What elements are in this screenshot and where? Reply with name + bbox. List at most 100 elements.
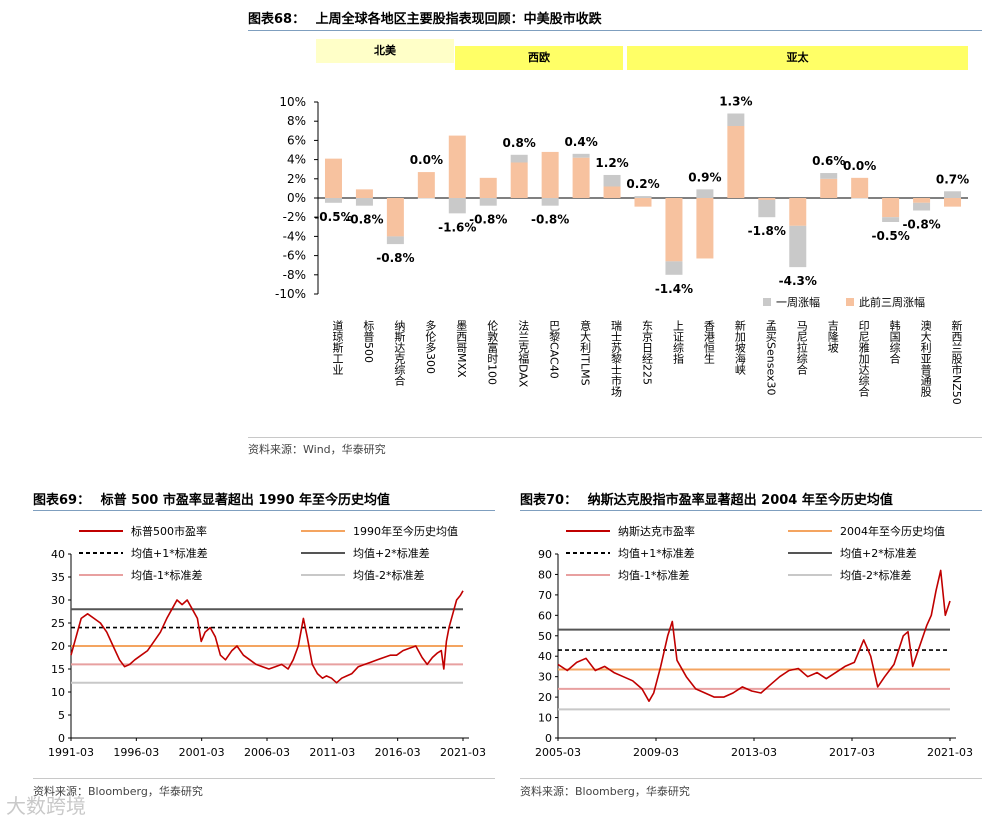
bar-one-week <box>541 198 559 206</box>
data-label: -1.6% <box>438 220 476 234</box>
category-label: 印尼雅加达综合 <box>857 320 870 397</box>
y-tick-label: 30 <box>538 671 552 684</box>
category-label: 孟买Sensex30 <box>764 320 777 396</box>
pe-ratio-line <box>557 569 951 702</box>
bar-prior-three-weeks <box>727 126 745 198</box>
bar-one-week <box>944 191 962 198</box>
fig68-title-text: 上周全球各地区主要股指表现回顾：中美股市收跌 <box>315 12 602 27</box>
data-label: 0.6% <box>812 154 845 168</box>
fig69-title: 图表69： 标普 500 市盈率显著超出 1990 年至今历史均值 <box>33 489 390 508</box>
bar-prior-three-weeks <box>789 198 807 226</box>
bar-prior-three-weeks <box>820 178 838 198</box>
data-label: -0.8% <box>531 213 569 227</box>
y-tick-label: 35 <box>51 571 65 584</box>
legend-label: 标普500市盈率 <box>131 524 207 538</box>
data-label: 0.7% <box>936 172 969 186</box>
category-label: 多伦多300 <box>424 319 437 374</box>
category-label: 伦敦富时100 <box>486 319 499 385</box>
x-tick-label: 2021-03 <box>927 746 973 759</box>
data-label: -0.5% <box>871 229 909 243</box>
y-tick-label: 40 <box>538 650 552 663</box>
data-label: 0.2% <box>626 177 659 191</box>
bar-one-week <box>727 113 745 126</box>
bar-prior-three-weeks <box>603 186 621 198</box>
fig69-title-prefix: 图表69： <box>33 493 91 508</box>
bar-prior-three-weeks <box>355 189 373 198</box>
data-label: 0.8% <box>503 136 536 150</box>
y-tick-label: 10 <box>538 712 552 725</box>
fig70-title-rule <box>520 510 982 511</box>
x-tick-label: 2001-03 <box>179 746 225 759</box>
y-tick-label: 30 <box>51 594 65 607</box>
category-label: 法兰克福DAX <box>517 319 530 388</box>
category-label: 巴黎CAC40 <box>548 320 561 379</box>
x-tick-label: 1996-03 <box>113 746 159 759</box>
fig69-source: 资料来源：Bloomberg，华泰研究 <box>33 785 203 798</box>
bar-one-week <box>820 173 838 179</box>
bar-prior-three-weeks <box>882 198 900 218</box>
fig69-chart: 0 5 10 15 20 25 30 35 40 1991-03 1996-03 2001-03 200… <box>48 524 486 759</box>
fig70-title-prefix: 图表70： <box>520 493 578 508</box>
bar-prior-three-weeks <box>696 198 714 259</box>
fig69-source-rule <box>33 778 495 779</box>
fig70-title-text: 纳斯达克股指市盈率显著超出 2004 年至今历史均值 <box>587 493 893 508</box>
bar-one-week <box>913 202 931 211</box>
category-label: 意大利ITLMS <box>579 319 592 386</box>
y-tick-label: 0 <box>58 732 65 745</box>
legend-label: 均值-2*标准差 <box>840 568 911 582</box>
bar-one-week <box>448 198 466 214</box>
region-asia-pacific: 亚太 <box>627 46 968 70</box>
fig68-title-prefix: 图表68： <box>248 12 306 27</box>
bar-prior-three-weeks <box>758 198 776 200</box>
y-tick-label: 20 <box>51 640 65 653</box>
x-tick-label: 2017-03 <box>829 746 875 759</box>
bar-prior-three-weeks <box>572 157 590 198</box>
bar-one-week <box>789 225 807 268</box>
x-tick-label: 2009-03 <box>633 746 679 759</box>
bar-prior-three-weeks <box>417 172 435 198</box>
category-label: 新西兰股市NZ50 <box>950 319 963 405</box>
legend-label: 均值+2*标准差 <box>353 546 430 560</box>
y-tick-label: 60 <box>538 609 552 622</box>
category-label: 墨西哥MXX <box>455 320 468 378</box>
y-tick-label: 10% <box>279 95 306 109</box>
y-tick-label: 5 <box>58 709 65 722</box>
data-label: 1.2% <box>595 156 628 170</box>
legend-label: 均值+1*标准差 <box>618 546 695 560</box>
x-tick-label: 2005-03 <box>535 746 581 759</box>
y-tick-label: 0 <box>545 732 552 745</box>
x-tick-label: 2006-03 <box>244 746 290 759</box>
bar-one-week <box>634 196 652 198</box>
data-label: -1.4% <box>655 282 693 296</box>
fig70-source-rule <box>520 778 982 779</box>
y-tick-label: 6% <box>287 133 306 147</box>
legend-label-week: 一周涨幅 <box>776 296 820 309</box>
bar-prior-three-weeks <box>665 198 683 262</box>
category-label: 瑞士苏黎士市场 <box>610 319 623 398</box>
bar-one-week <box>417 198 435 199</box>
y-tick-label: 25 <box>51 617 65 630</box>
data-label: -0.8% <box>469 213 507 227</box>
watermark-logo: 大数跨境 <box>6 794 86 818</box>
fig68-chart: -10% -8% -6% -4% -2% 0% 2% 4% 6% 8% 10% -0.5% 道琼斯工业 -… <box>275 95 969 405</box>
bar-one-week <box>510 154 528 163</box>
category-label: 东京日经225 <box>641 320 654 385</box>
legend-label: 均值-2*标准差 <box>353 568 424 582</box>
region-west-europe: 西欧 <box>455 46 623 70</box>
bar-one-week <box>324 198 342 203</box>
y-tick-label: 50 <box>538 630 552 643</box>
bar-prior-three-weeks <box>510 162 528 198</box>
fig70-chart: 0 10 20 30 40 50 60 70 80 90 2005-03 2009-03 2013-03… <box>535 524 973 759</box>
y-tick-label: 2% <box>287 172 306 186</box>
data-label: 0.4% <box>564 135 597 149</box>
legend-label: 均值-1*标准差 <box>131 568 202 582</box>
data-label: 0.0% <box>410 153 443 167</box>
x-tick-label: 2013-03 <box>731 746 777 759</box>
bar-prior-three-weeks <box>913 198 931 203</box>
category-label: 上证综指 <box>671 320 684 365</box>
fig68-title: 图表68： 上周全球各地区主要股指表现回顾：中美股市收跌 <box>248 8 602 27</box>
fig70-title: 图表70： 纳斯达克股指市盈率显著超出 2004 年至今历史均值 <box>520 489 893 508</box>
bar-one-week <box>603 174 621 187</box>
y-tick-label: -4% <box>283 229 306 243</box>
fig70-source: 资料来源：Bloomberg，华泰研究 <box>520 785 690 798</box>
